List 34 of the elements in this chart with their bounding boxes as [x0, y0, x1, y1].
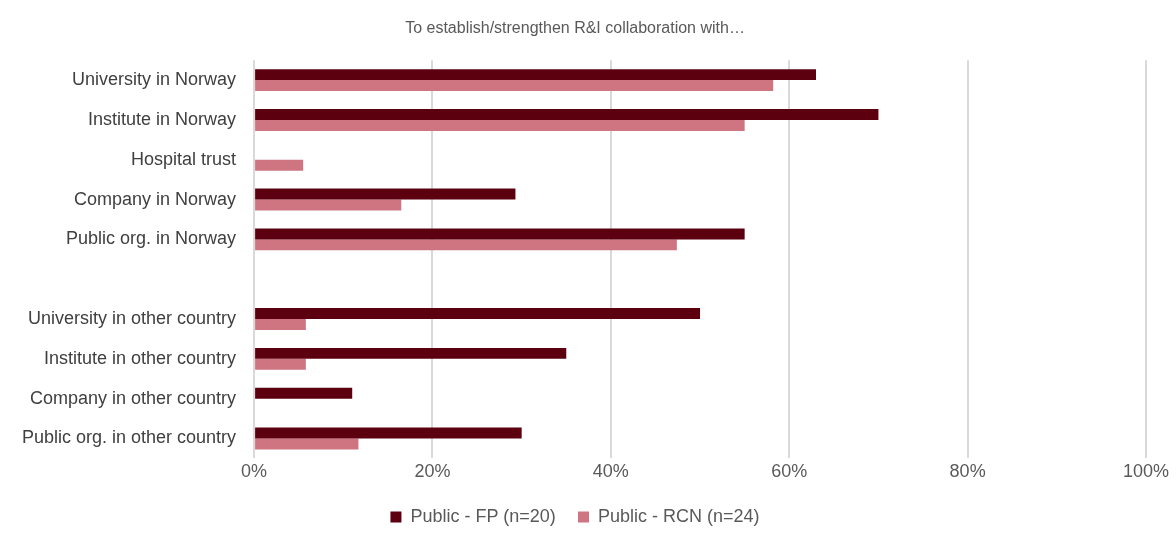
- x-tick-label: 40%: [592, 461, 629, 482]
- bar: [255, 119, 745, 131]
- bar: [255, 159, 304, 171]
- bar: [255, 108, 879, 120]
- chart-title: To establish/strengthen R&I collaboration with…: [405, 19, 745, 37]
- bar: [255, 239, 677, 251]
- bar: [255, 358, 306, 370]
- bar: [255, 387, 353, 399]
- y-tick-label: University in other country: [28, 308, 237, 328]
- bar: [255, 308, 701, 320]
- x-tick-label: 0%: [241, 461, 268, 482]
- y-tick-label: Public org. in Norway: [66, 228, 237, 249]
- legend-label: Public - FP (n=20): [410, 505, 556, 526]
- y-tick-label: University in Norway: [72, 69, 237, 90]
- y-tick-label: Institute in Norway: [88, 108, 237, 129]
- bar: [255, 199, 402, 211]
- bar: [255, 319, 306, 330]
- legend-label: Public - RCN (n=24): [598, 505, 760, 526]
- x-tick-label: 80%: [949, 461, 986, 482]
- x-tick-label: 60%: [771, 461, 808, 482]
- bar: [255, 347, 567, 359]
- x-tick-label: 100%: [1122, 461, 1170, 482]
- bar: [255, 80, 774, 92]
- y-tick-label: Hospital trust: [131, 148, 237, 169]
- bar: [255, 188, 516, 200]
- bar: [255, 438, 359, 450]
- bar: [255, 228, 745, 240]
- y-tick-label: Institute in other country: [44, 347, 237, 368]
- y-tick-label: Company in Norway: [74, 188, 237, 209]
- bar: [255, 427, 522, 439]
- y-tick-label: Public org. in other country: [21, 427, 237, 448]
- bar: [255, 69, 816, 81]
- y-tick-label: Company in other country: [30, 387, 237, 408]
- x-tick-label: 20%: [414, 461, 451, 482]
